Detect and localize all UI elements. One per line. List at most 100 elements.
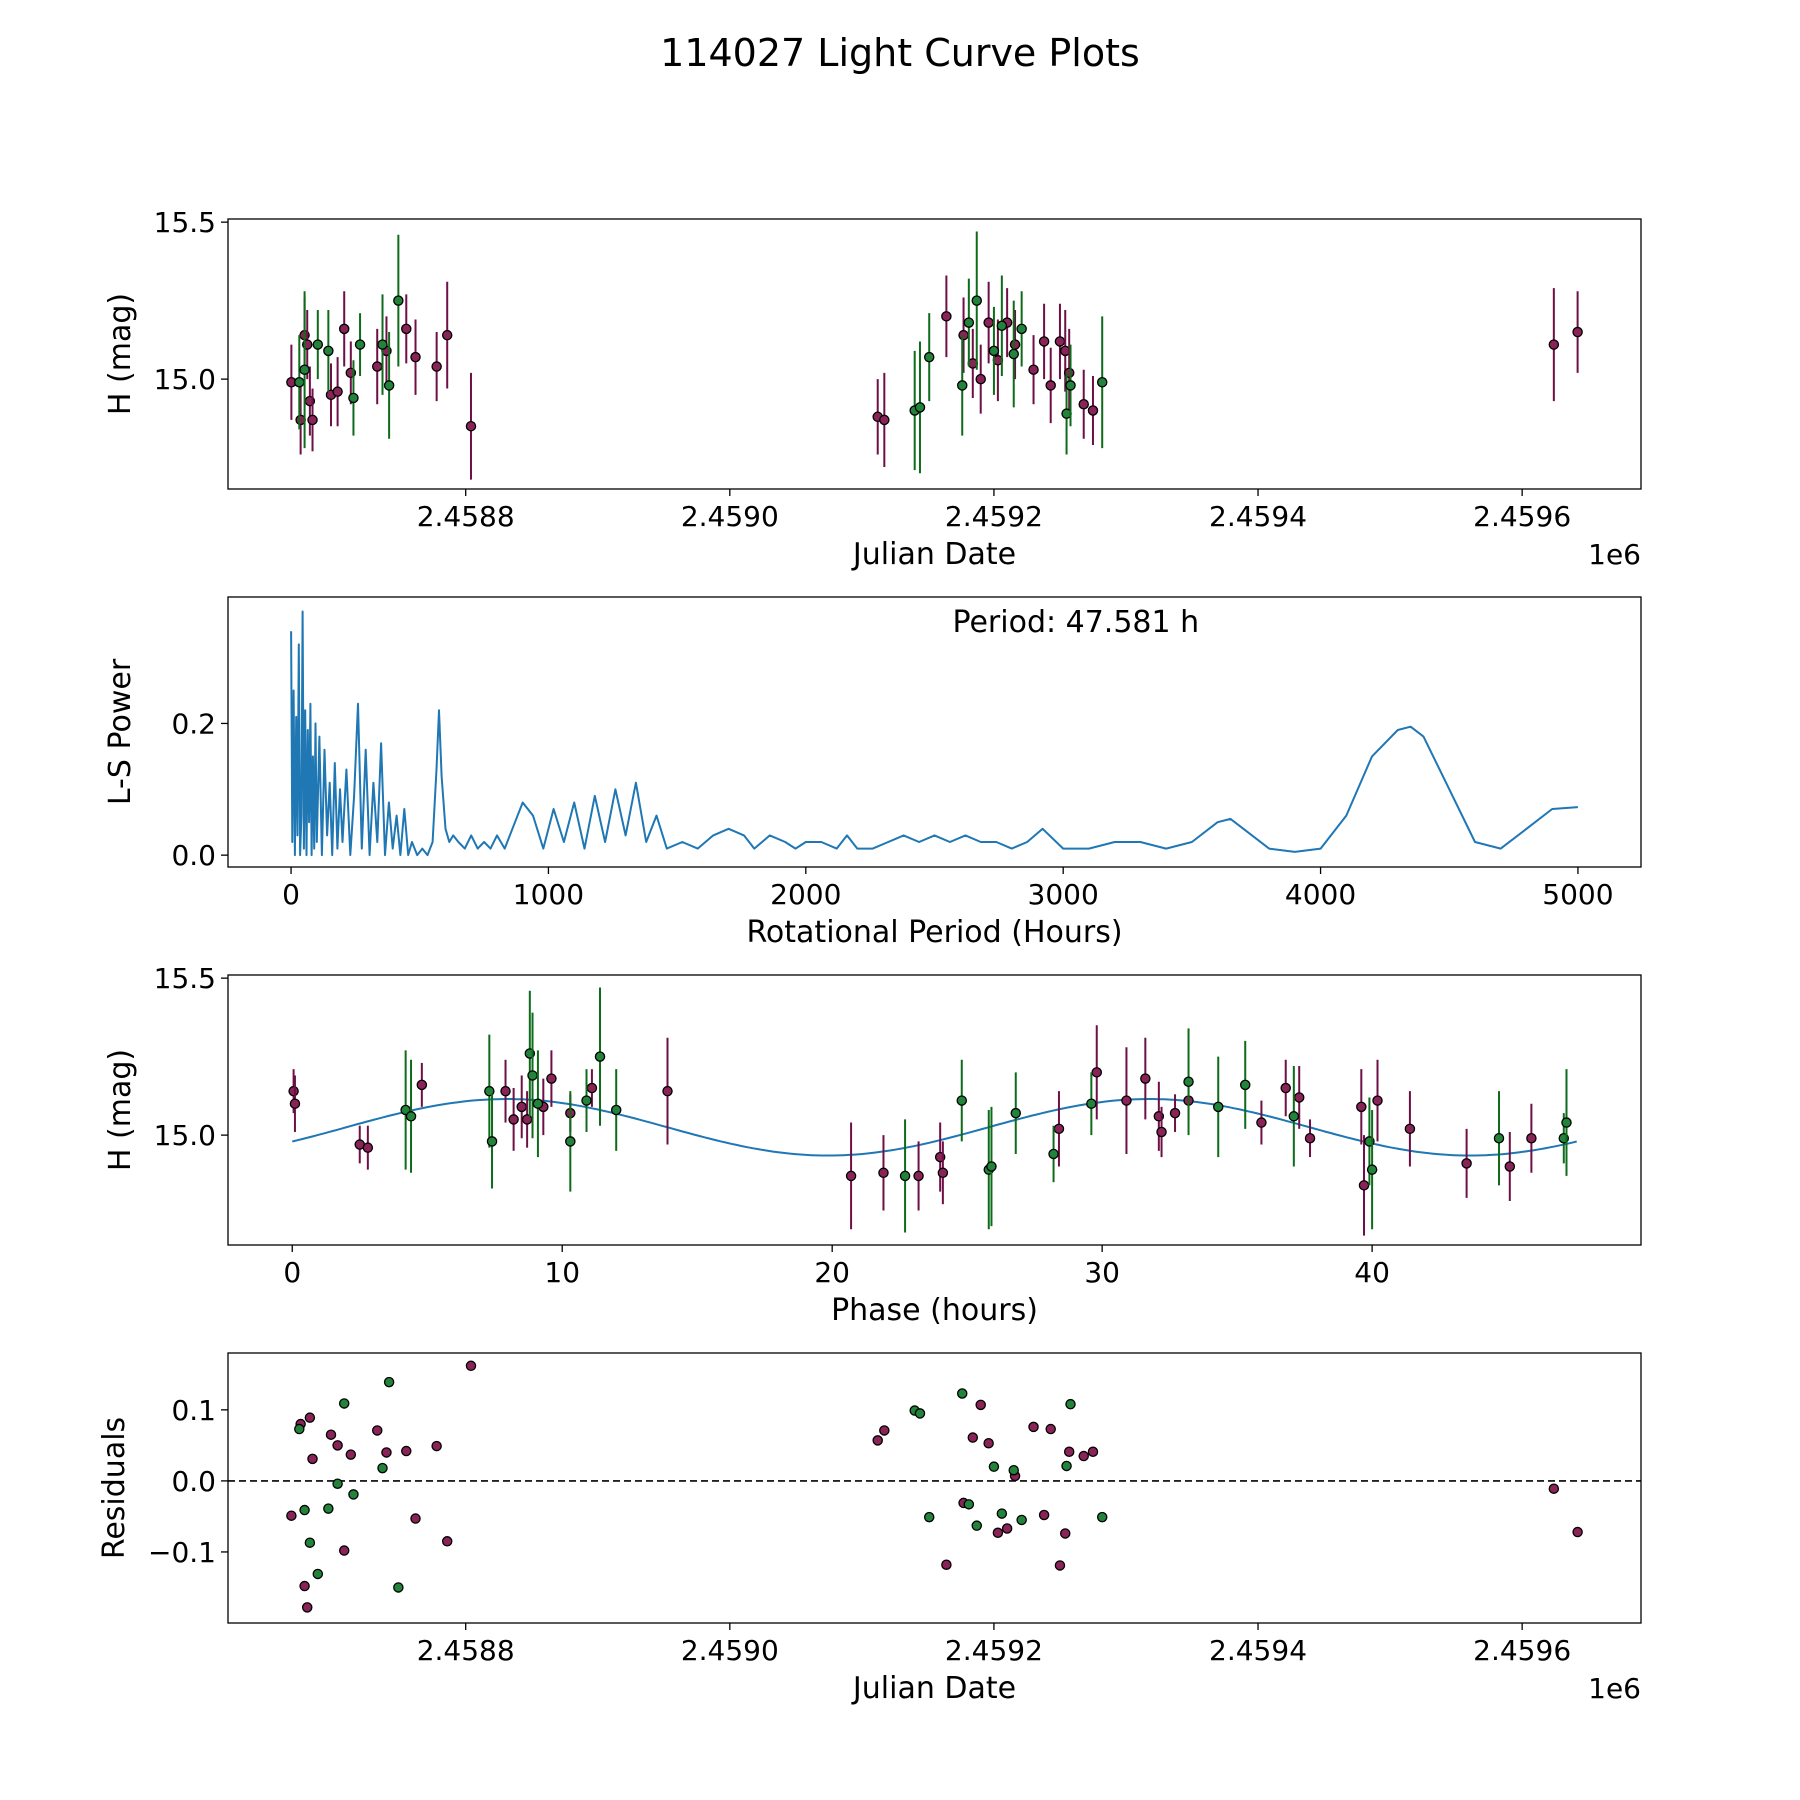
data-point bbox=[325, 1429, 337, 1440]
data-point bbox=[1548, 1483, 1560, 1494]
y-tick-label: −0.1 bbox=[148, 1536, 216, 1569]
data-point bbox=[879, 1425, 890, 1436]
data-point bbox=[307, 414, 318, 426]
data-point bbox=[963, 317, 975, 328]
data-point bbox=[401, 1445, 412, 1457]
data-point bbox=[1140, 1073, 1151, 1084]
data-point bbox=[963, 1499, 975, 1510]
plot-area bbox=[228, 1360, 1641, 1613]
data-point bbox=[1366, 1164, 1378, 1175]
x-tick-label: 2.4594 bbox=[1209, 500, 1307, 533]
data-point bbox=[1008, 348, 1019, 360]
data-point bbox=[983, 317, 994, 328]
data-point bbox=[1356, 1101, 1367, 1113]
data-point bbox=[1061, 1460, 1072, 1472]
y-tick-label: 15.5 bbox=[154, 962, 216, 995]
data-point bbox=[377, 1462, 388, 1474]
x-tick-label: 0 bbox=[283, 1256, 301, 1289]
data-point bbox=[872, 1435, 883, 1446]
data-point bbox=[996, 320, 1008, 331]
data-point bbox=[1548, 339, 1560, 350]
data-point bbox=[941, 311, 952, 322]
data-point bbox=[1504, 1161, 1516, 1172]
data-point bbox=[1065, 380, 1076, 391]
data-point bbox=[484, 1085, 495, 1097]
data-point bbox=[323, 345, 334, 357]
data-point bbox=[1016, 323, 1027, 335]
data-point bbox=[1045, 1423, 1056, 1435]
data-point bbox=[1087, 1446, 1099, 1458]
data-point bbox=[878, 1167, 889, 1179]
y-tick-label: 0.0 bbox=[171, 1465, 216, 1498]
data-point bbox=[1156, 1126, 1167, 1138]
data-point bbox=[1212, 1101, 1224, 1113]
x-axis-label: Phase (hours) bbox=[831, 1293, 1038, 1328]
x-tick-label: 2.4594 bbox=[1209, 1634, 1307, 1667]
x-tick-label: 1000 bbox=[513, 878, 584, 911]
data-point bbox=[594, 1051, 606, 1062]
plot-area bbox=[288, 987, 1577, 1236]
x-tick-label: 4000 bbox=[1285, 878, 1356, 911]
data-point bbox=[1008, 1464, 1019, 1476]
y-axis-label: L-S Power bbox=[103, 658, 138, 805]
data-point bbox=[307, 1453, 318, 1465]
y-tick-label: 15.5 bbox=[154, 206, 216, 239]
data-point bbox=[1183, 1076, 1194, 1087]
data-point bbox=[845, 1170, 857, 1182]
data-point bbox=[332, 1440, 343, 1451]
x-offset-label: 1e6 bbox=[1588, 1672, 1641, 1705]
data-point bbox=[1016, 1514, 1027, 1526]
axes-frame bbox=[227, 218, 1642, 490]
data-point bbox=[345, 1449, 357, 1460]
data-point bbox=[1404, 1123, 1416, 1135]
data-point bbox=[304, 1537, 316, 1548]
data-point bbox=[565, 1136, 576, 1147]
data-point bbox=[1572, 1526, 1583, 1538]
data-point bbox=[956, 380, 968, 391]
x-tick-label: 30 bbox=[1084, 1256, 1120, 1289]
data-point bbox=[1169, 1107, 1181, 1119]
data-point bbox=[393, 295, 404, 306]
data-point bbox=[1045, 380, 1056, 391]
data-point bbox=[465, 420, 477, 432]
data-point bbox=[312, 339, 324, 350]
data-point bbox=[354, 339, 366, 350]
data-point bbox=[1526, 1133, 1537, 1144]
data-point bbox=[500, 1085, 511, 1097]
lightcurve-panel: 2.4588 2.4590 2.4592 2.4594 2.4596 15.0 15.5 Ju… bbox=[103, 206, 1642, 572]
data-point bbox=[1304, 1133, 1316, 1144]
data-point bbox=[348, 1489, 359, 1500]
y-axis-label: Residuals bbox=[97, 1417, 132, 1559]
data-point bbox=[986, 1161, 997, 1172]
axes-frame bbox=[227, 1352, 1642, 1624]
data-point bbox=[371, 361, 383, 372]
data-point bbox=[289, 1098, 301, 1109]
data-point bbox=[338, 1545, 350, 1556]
data-point bbox=[431, 1440, 442, 1452]
data-point bbox=[1053, 1123, 1065, 1135]
data-point bbox=[975, 373, 986, 385]
data-point bbox=[1293, 1092, 1305, 1103]
data-point bbox=[958, 329, 969, 341]
data-point bbox=[1078, 1450, 1089, 1462]
periodogram-line bbox=[290, 610, 1578, 857]
data-point bbox=[1063, 1446, 1075, 1458]
data-point bbox=[383, 1376, 395, 1388]
figure-title: 114027 Light Curve Plots bbox=[660, 31, 1140, 75]
data-point bbox=[405, 1111, 417, 1122]
x-tick-label: 2.4596 bbox=[1473, 1634, 1571, 1667]
y-axis-label: H (mag) bbox=[103, 293, 138, 415]
data-point bbox=[288, 1085, 299, 1097]
data-point bbox=[377, 339, 388, 350]
data-point bbox=[1561, 1117, 1572, 1128]
data-point bbox=[1059, 1528, 1071, 1539]
data-point bbox=[516, 1101, 527, 1113]
data-point bbox=[1028, 364, 1039, 375]
data-point bbox=[1096, 1511, 1108, 1523]
data-point bbox=[294, 1423, 305, 1435]
data-point bbox=[1372, 1095, 1383, 1106]
data-point bbox=[956, 1095, 968, 1106]
data-point bbox=[975, 1399, 986, 1411]
data-point bbox=[312, 1568, 324, 1580]
